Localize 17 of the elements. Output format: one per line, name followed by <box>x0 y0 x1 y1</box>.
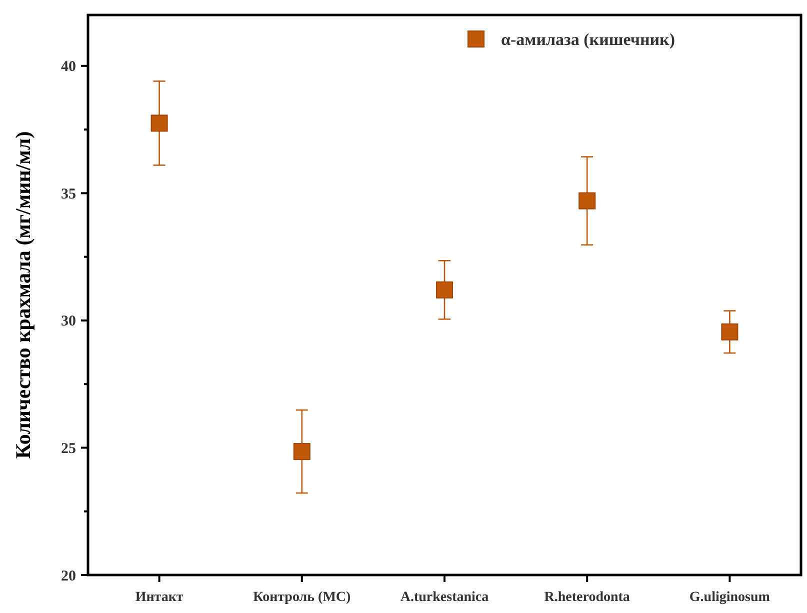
point <box>721 323 738 340</box>
x-tick-label: A.turkestanica <box>400 590 489 605</box>
x-tick-label: Контроль (МС) <box>253 590 352 605</box>
x-tick-label: Интакт <box>135 590 184 605</box>
point <box>293 443 310 460</box>
x-tick-label: R.heterodonta <box>544 590 630 605</box>
y-tick-label: 30 <box>61 314 76 330</box>
y-tick-label: 25 <box>61 440 76 457</box>
point <box>150 114 168 132</box>
y-axis-title: Количество крахмала (мг/мин/мл) <box>11 131 35 459</box>
point <box>436 281 453 298</box>
point <box>578 192 596 210</box>
y-tick-label: 35 <box>61 186 76 202</box>
y-tick-label: 20 <box>61 568 76 584</box>
x-tick-label: G.uliginosum <box>689 590 770 605</box>
legend-label: α-амилаза (кишечник) <box>501 30 676 49</box>
y-tick-label: 40 <box>61 59 76 76</box>
